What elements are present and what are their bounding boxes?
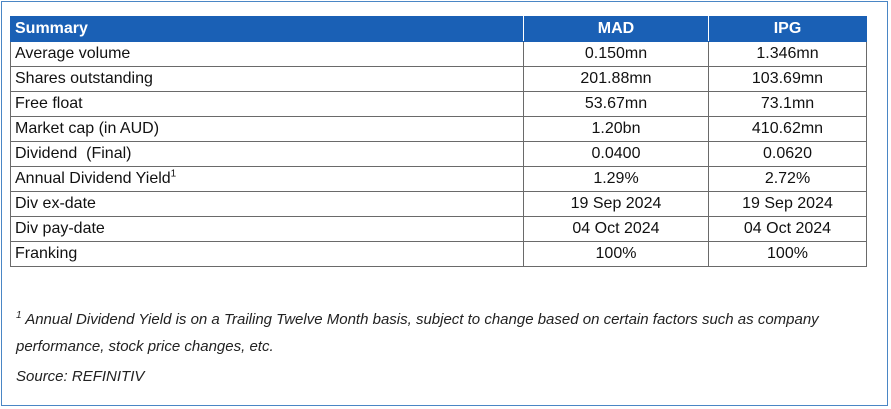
table-row: Dividend (Final) 0.0400 0.0620	[10, 141, 867, 167]
header-summary: Summary	[10, 16, 524, 42]
mad-value: 19 Sep 2024	[523, 191, 709, 217]
mad-value: 1.29%	[523, 166, 709, 192]
footnote-marker: 1	[170, 168, 177, 180]
ipg-value: 100%	[708, 241, 867, 267]
mad-value: 04 Oct 2024	[523, 216, 709, 242]
mad-value: 100%	[523, 241, 709, 267]
mad-value: 1.20bn	[523, 116, 709, 142]
row-label: Annual Dividend Yield1	[10, 166, 524, 192]
row-label: Div ex-date	[10, 191, 524, 217]
table-row: Average volume 0.150mn 1.346mn	[10, 41, 867, 67]
header-ipg: IPG	[708, 16, 867, 42]
row-label: Average volume	[10, 41, 524, 67]
table-row: Franking 100% 100%	[10, 241, 867, 267]
footnote-marker: 1	[16, 310, 22, 321]
row-label: Div pay-date	[10, 216, 524, 242]
row-label: Dividend (Final)	[10, 141, 524, 167]
ipg-value: 19 Sep 2024	[708, 191, 867, 217]
table-header-row: Summary MAD IPG	[10, 16, 867, 42]
ipg-value: 73.1mn	[708, 91, 867, 117]
row-label: Market cap (in AUD)	[10, 116, 524, 142]
ipg-value: 04 Oct 2024	[708, 216, 867, 242]
table-row: Annual Dividend Yield1 1.29% 2.72%	[10, 166, 867, 192]
row-label: Free float	[10, 91, 524, 117]
summary-table: Summary MAD IPG Average volume 0.150mn 1…	[10, 16, 867, 267]
mad-value: 201.88mn	[523, 66, 709, 92]
row-label: Shares outstanding	[10, 66, 524, 92]
table-row: Div pay-date 04 Oct 2024 04 Oct 2024	[10, 216, 867, 242]
ipg-value: 1.346mn	[708, 41, 867, 67]
ipg-value: 103.69mn	[708, 66, 867, 92]
mad-value: 0.0400	[523, 141, 709, 167]
source-note: Source: REFINITIV	[16, 368, 145, 385]
table-row: Market cap (in AUD) 1.20bn 410.62mn	[10, 116, 867, 142]
ipg-value: 410.62mn	[708, 116, 867, 142]
row-label: Franking	[10, 241, 524, 267]
footnote-text: Annual Dividend Yield is on a Trailing T…	[16, 311, 819, 355]
footnote: 1 Annual Dividend Yield is on a Trailing…	[16, 306, 866, 360]
table-row: Div ex-date 19 Sep 2024 19 Sep 2024	[10, 191, 867, 217]
mad-value: 53.67mn	[523, 91, 709, 117]
table-row: Free float 53.67mn 73.1mn	[10, 91, 867, 117]
ipg-value: 0.0620	[708, 141, 867, 167]
mad-value: 0.150mn	[523, 41, 709, 67]
ipg-value: 2.72%	[708, 166, 867, 192]
header-mad: MAD	[523, 16, 709, 42]
table-row: Shares outstanding 201.88mn 103.69mn	[10, 66, 867, 92]
